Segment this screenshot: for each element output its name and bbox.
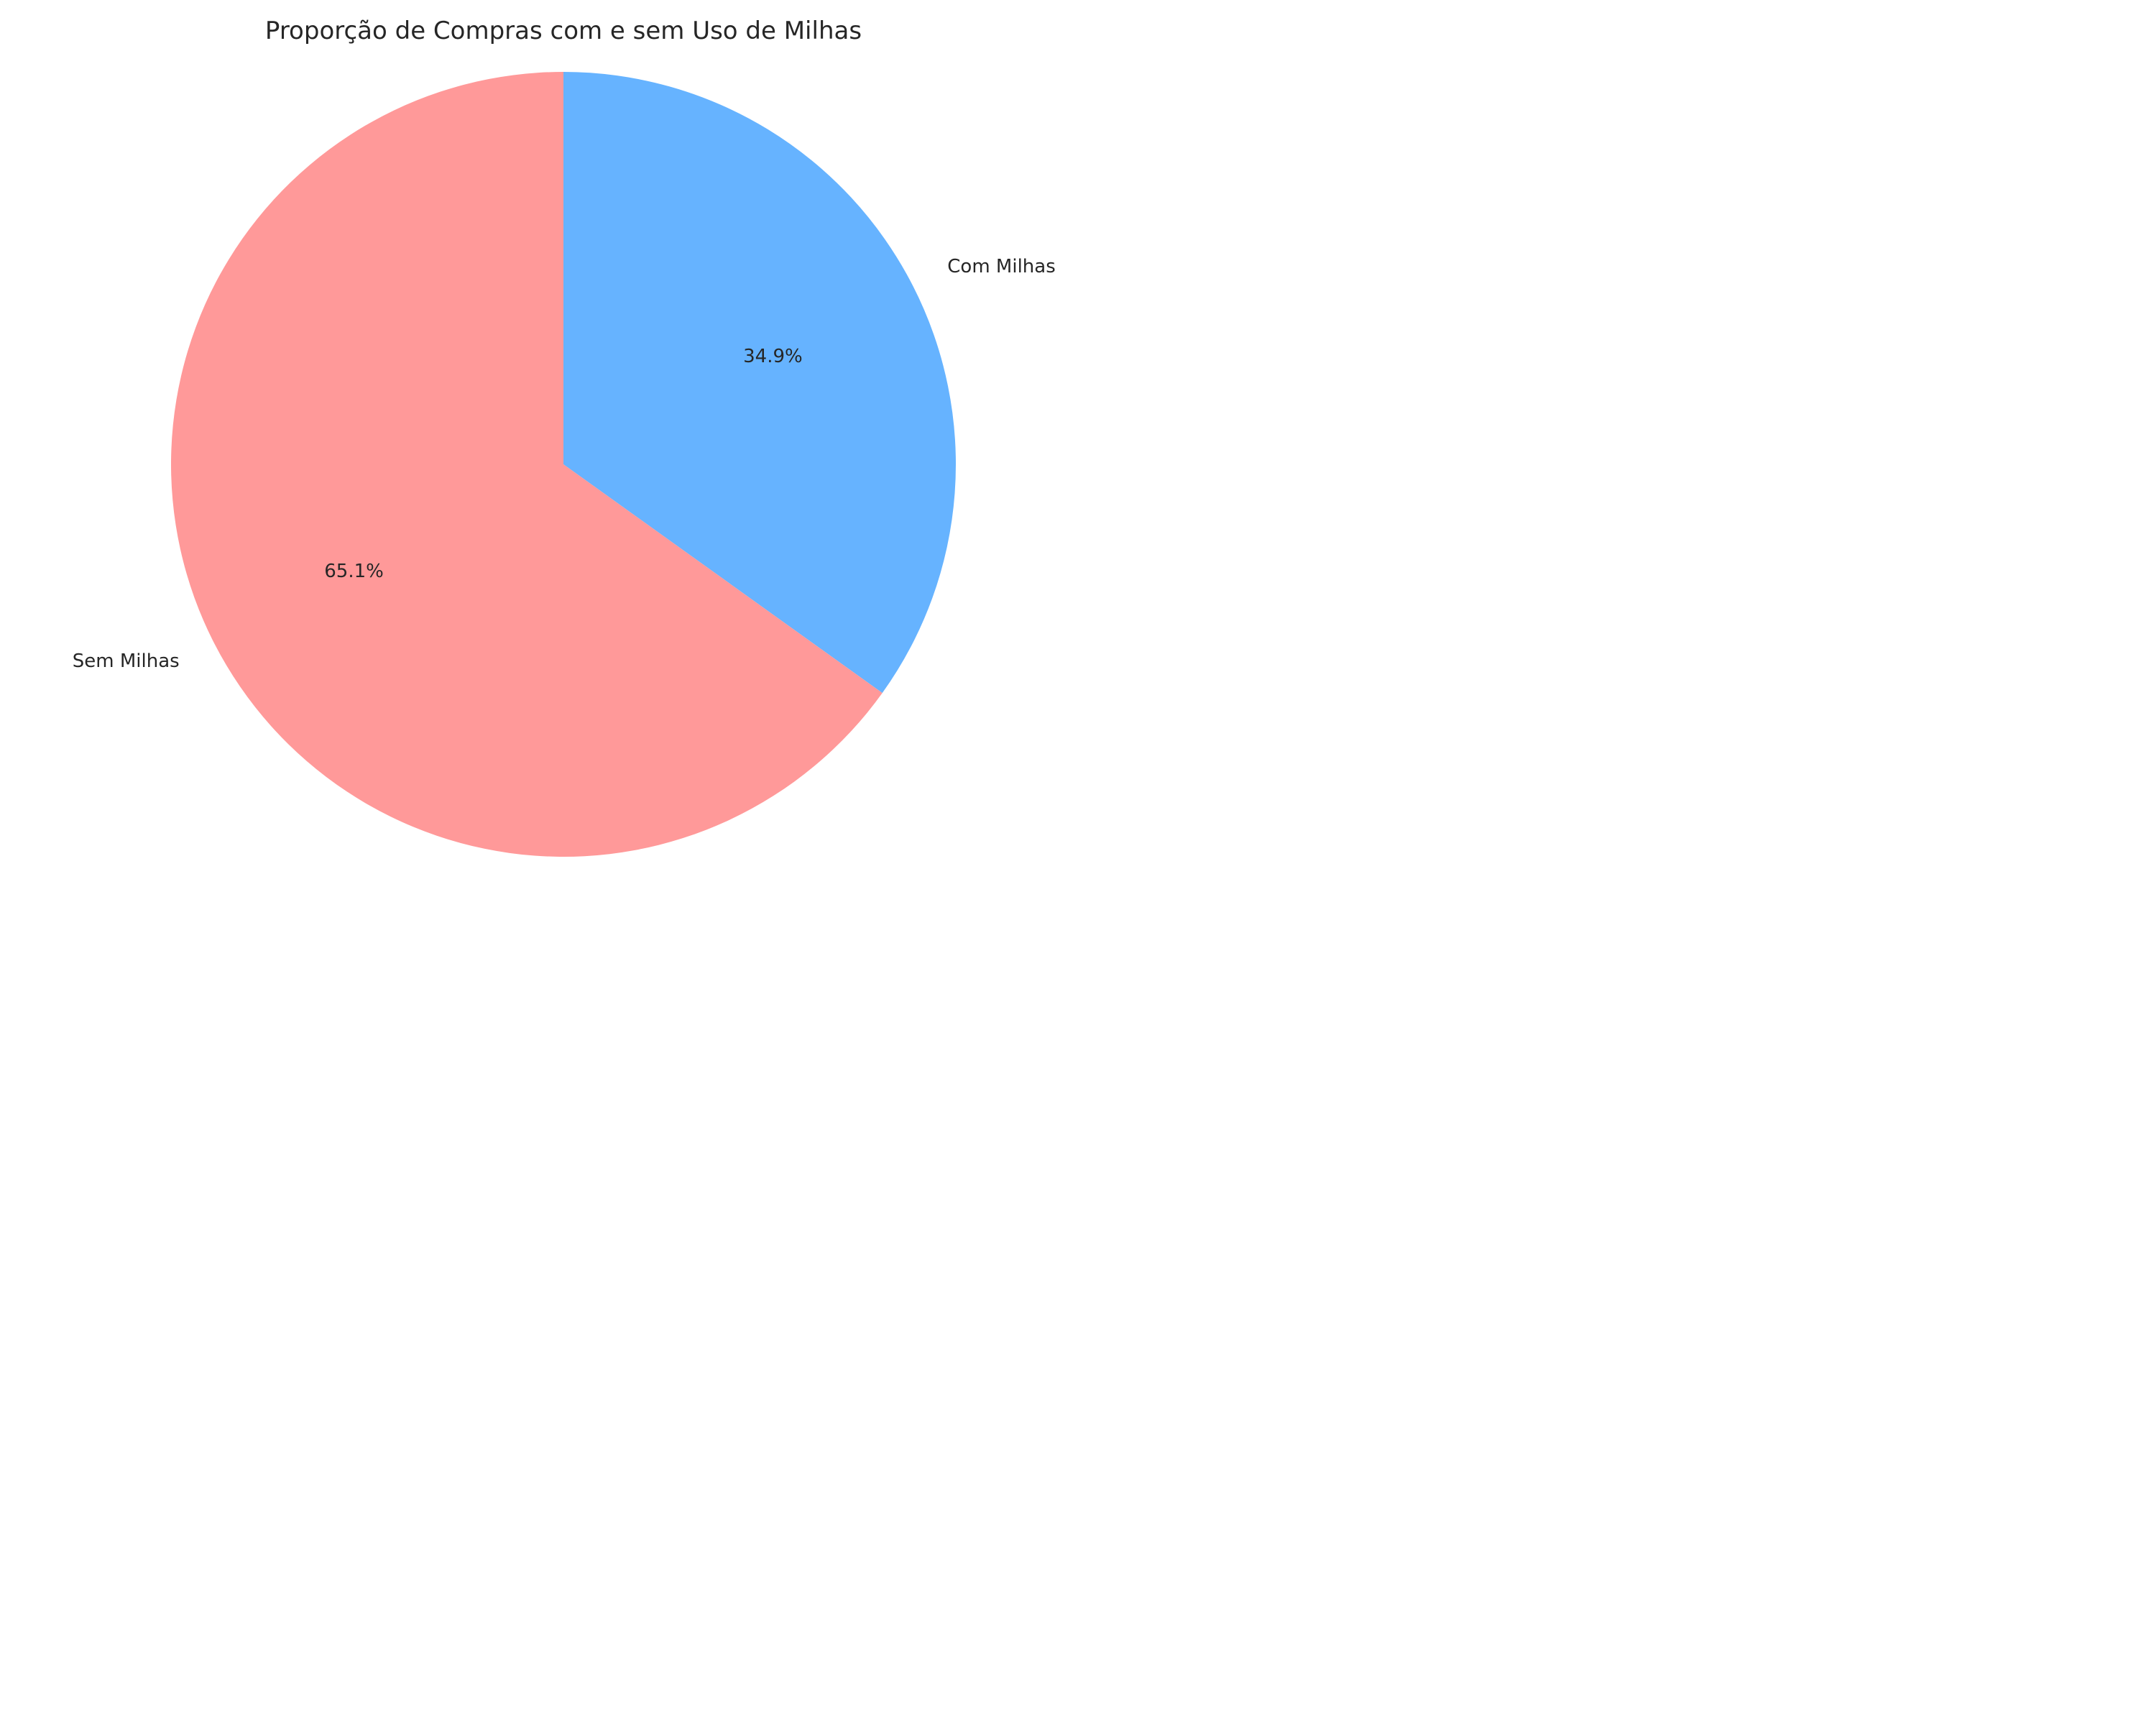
pie-labels: 34.9% Com Milhas 65.1% Sem Milhas [73, 256, 1056, 672]
pie-chart: Proporção de Compras com e sem Uso de Mi… [0, 0, 1127, 901]
pie-pct-label: 34.9% [743, 346, 803, 367]
pie-slice-com-milhas [563, 72, 956, 694]
pie-slice-sem-milhas [170, 72, 883, 857]
pie-category-label: Com Milhas [947, 256, 1056, 277]
pie-pct-label: 65.1% [324, 561, 384, 582]
pie-category-label: Sem Milhas [73, 650, 180, 672]
chart-title: Proporção de Compras com e sem Uso de Mi… [265, 17, 862, 45]
pie-slices [170, 72, 956, 857]
